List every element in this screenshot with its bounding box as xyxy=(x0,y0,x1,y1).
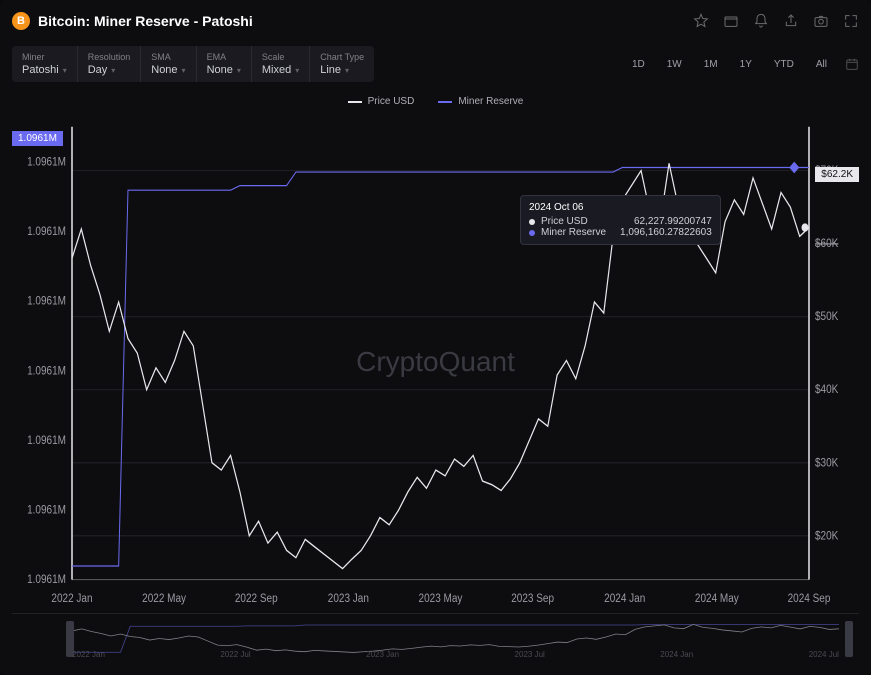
selector-label: EMA xyxy=(207,52,241,62)
legend-label: Miner Reserve xyxy=(458,96,523,107)
bell-icon[interactable] xyxy=(753,13,769,29)
x-tick-label: 2022 May xyxy=(142,592,186,605)
expand-icon[interactable] xyxy=(843,13,859,29)
selector-label: SMA xyxy=(151,52,185,62)
selector-miner[interactable]: Miner Patoshi▾ xyxy=(12,46,78,82)
selector-ema[interactable]: EMA None▾ xyxy=(197,46,252,82)
legend-swatch xyxy=(348,101,362,103)
selector-chart-type[interactable]: Chart Type Line▾ xyxy=(310,46,374,82)
brush-handle-right[interactable] xyxy=(845,621,853,657)
page-title: Bitcoin: Miner Reserve - Patoshi xyxy=(38,13,253,29)
header-action-bar xyxy=(693,13,859,29)
brush-labels: 2022 Jan 2022 Jul 2023 Jan 2023 Jul 2024 Jan… xyxy=(72,650,839,659)
price-marker-icon xyxy=(802,223,809,231)
chart-legend: Price USD Miner Reserve xyxy=(12,96,859,107)
chevron-down-icon: ▾ xyxy=(295,66,299,75)
x-tick-label: 2023 Jan xyxy=(328,592,369,605)
chevron-down-icon: ▾ xyxy=(237,66,241,75)
right-axis-badge: $62.2K xyxy=(815,167,859,182)
selector-value: None▾ xyxy=(207,64,241,76)
tooltip-marker-icon xyxy=(789,162,799,174)
chevron-down-icon: ▾ xyxy=(345,66,349,75)
chart-header: B Bitcoin: Miner Reserve - Patoshi xyxy=(12,12,859,40)
range-button-bar: 1D1W1M1YYTDAll xyxy=(622,54,859,75)
legend-swatch xyxy=(438,101,452,103)
price-line xyxy=(72,163,809,568)
brush-label: 2024 Jan xyxy=(660,650,693,659)
range-btn-1w[interactable]: 1W xyxy=(657,54,692,75)
right-tick-label-crossed: $60K xyxy=(815,237,839,250)
range-btn-1m[interactable]: 1M xyxy=(694,54,728,75)
selector-value: Day▾ xyxy=(88,64,131,76)
selector-label: Chart Type xyxy=(320,52,364,62)
selector-resolution[interactable]: Resolution Day▾ xyxy=(78,46,142,82)
range-btn-1y[interactable]: 1Y xyxy=(730,54,762,75)
right-tick-label: $40K xyxy=(815,384,839,397)
bitcoin-icon: B xyxy=(12,12,30,30)
brush-label: 2022 Jul xyxy=(220,650,250,659)
legend-item[interactable]: Price USD xyxy=(348,96,415,107)
x-tick-label: 2022 Sep xyxy=(235,592,278,605)
chevron-down-icon: ▾ xyxy=(63,66,67,75)
range-btn-1d[interactable]: 1D xyxy=(622,54,655,75)
x-tick-label: 2024 Jan xyxy=(604,592,645,605)
left-tick-label: 1.0961M xyxy=(27,573,66,586)
selector-value: None▾ xyxy=(151,64,185,76)
brush-label: 2024 Jul xyxy=(809,650,839,659)
brush-label: 2023 Jan xyxy=(366,650,399,659)
x-tick-label: 2024 May xyxy=(695,592,739,605)
x-tick-label: 2023 Sep xyxy=(511,592,554,605)
calendar-icon[interactable] xyxy=(845,57,859,71)
chevron-down-icon: ▾ xyxy=(111,66,115,75)
left-tick-label: 1.0961M xyxy=(27,504,66,517)
main-chart[interactable]: 1.0961M $62.2K CryptoQuant $70K$50K$40K$… xyxy=(12,115,859,609)
brush-label: 2023 Jul xyxy=(515,650,545,659)
left-tick-label: 1.0961M xyxy=(27,225,66,238)
x-tick-label: 2023 May xyxy=(419,592,463,605)
star-icon[interactable] xyxy=(693,13,709,29)
reserve-line xyxy=(72,168,809,566)
selector-value: Patoshi▾ xyxy=(22,64,67,76)
selector-value: Line▾ xyxy=(320,64,364,76)
chevron-down-icon: ▾ xyxy=(182,66,186,75)
brush-label: 2022 Jan xyxy=(72,650,105,659)
legend-item[interactable]: Miner Reserve xyxy=(438,96,523,107)
left-tick-label: 1.0961M xyxy=(27,156,66,169)
range-btn-all[interactable]: All xyxy=(806,54,837,75)
left-tick-label: 1.0961M xyxy=(27,434,66,447)
left-axis-badge: 1.0961M xyxy=(12,131,63,146)
selector-scale[interactable]: Scale Mixed▾ xyxy=(252,46,310,82)
camera-icon[interactable] xyxy=(813,13,829,29)
right-tick-label: $50K xyxy=(815,310,839,323)
right-tick-label: $30K xyxy=(815,457,839,470)
legend-label: Price USD xyxy=(368,96,415,107)
range-btn-ytd[interactable]: YTD xyxy=(764,54,804,75)
selector-label: Scale xyxy=(262,52,299,62)
selector-bar: Miner Patoshi▾ Resolution Day▾ SMA None▾ EMA No… xyxy=(12,46,374,82)
range-brush[interactable]: 2022 Jan 2022 Jul 2023 Jan 2023 Jul 2024 Jan… xyxy=(12,613,859,663)
left-tick-label: 1.0961M xyxy=(27,365,66,378)
x-tick-label: 2022 Jan xyxy=(51,592,92,605)
selector-label: Miner xyxy=(22,52,67,62)
chart-canvas[interactable]: $70K$50K$40K$30K$20K$60K1.0961M1.0961M1.… xyxy=(12,115,859,609)
selector-sma[interactable]: SMA None▾ xyxy=(141,46,196,82)
selector-label: Resolution xyxy=(88,52,131,62)
x-tick-label: 2024 Sep xyxy=(788,592,831,605)
share-icon[interactable] xyxy=(783,13,799,29)
selector-value: Mixed▾ xyxy=(262,64,299,76)
right-tick-label: $20K xyxy=(815,530,839,543)
folder-icon[interactable] xyxy=(723,13,739,29)
left-tick-label: 1.0961M xyxy=(27,295,66,308)
